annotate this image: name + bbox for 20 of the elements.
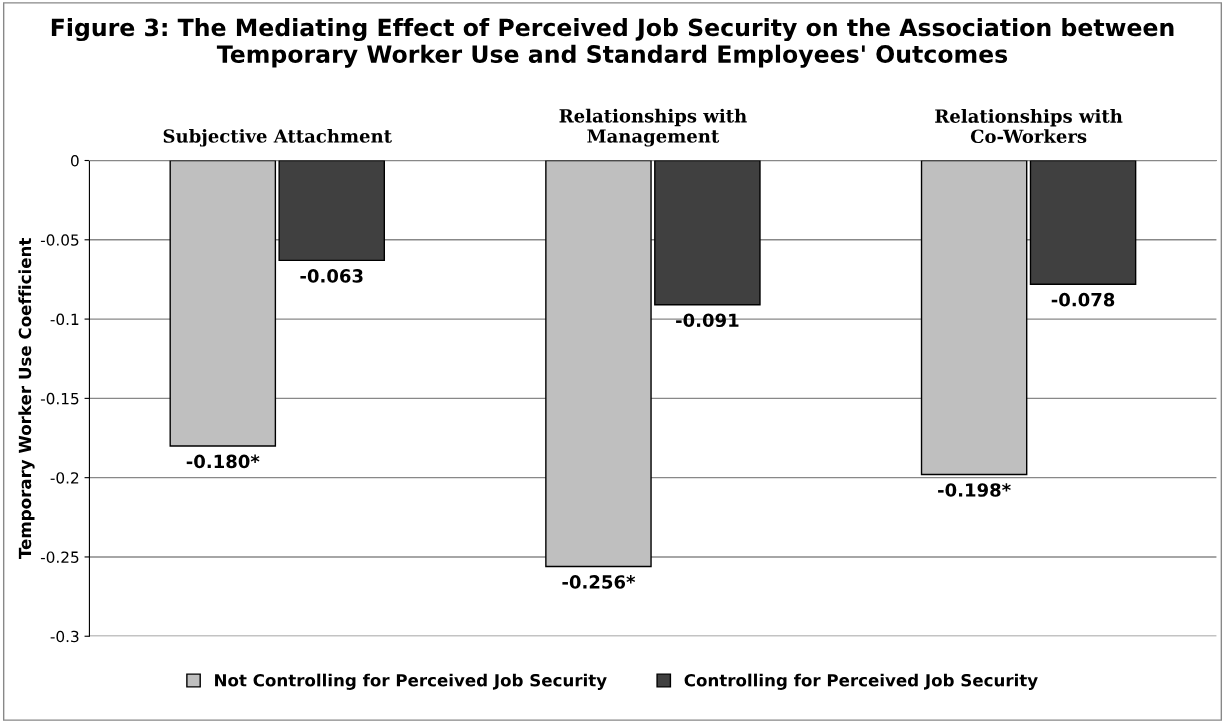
data-label: -0.063 bbox=[300, 269, 363, 283]
y-tick-label: -0.2 bbox=[50, 472, 79, 484]
x-tick-label: Subjective Attachment bbox=[163, 128, 392, 147]
data-label: -0.078 bbox=[1051, 292, 1115, 307]
y-tick-label: 0 bbox=[70, 154, 79, 167]
data-label: -0.091 bbox=[676, 313, 739, 328]
y-tick-label: -0.15 bbox=[40, 392, 79, 405]
chart-title: Figure 3: The Mediating Effect of Perceived Job Security on the Association between Temporary Worker Use and Standard Employees' Outcomes bbox=[51, 18, 1174, 68]
y-axis-title: Temporary Worker Use Coefficient bbox=[18, 238, 35, 560]
data-label: -0.180* bbox=[186, 454, 260, 469]
legend-label: Not Controlling for Perceived Job Security bbox=[215, 673, 607, 690]
x-tick-label: Relationships with Co-Workers bbox=[935, 108, 1123, 144]
y-tick-label: -0.05 bbox=[40, 234, 79, 246]
data-label: -0.256* bbox=[562, 575, 636, 589]
x-tick-label: Relationships with Management bbox=[559, 108, 747, 147]
data-label: -0.198* bbox=[938, 483, 1011, 497]
y-tick-label: -0.25 bbox=[40, 551, 79, 563]
legend-label: Controlling for Perceived Job Security bbox=[684, 673, 1038, 690]
y-tick-label: -0.1 bbox=[50, 313, 79, 326]
y-tick-label: -0.3 bbox=[50, 630, 79, 643]
